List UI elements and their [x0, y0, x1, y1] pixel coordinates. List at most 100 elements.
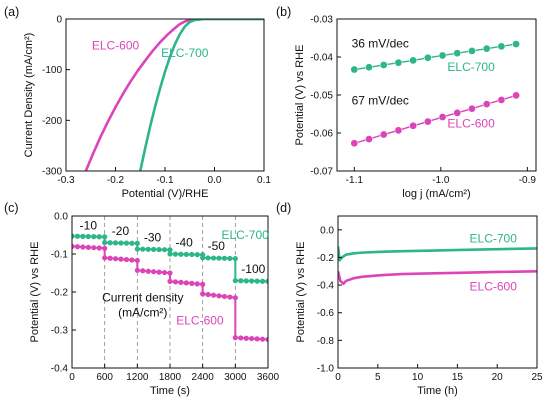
panel-c-series-elc-700-point-2-3 — [151, 246, 157, 253]
panel-b-series-elc-600-point-4 — [409, 121, 417, 130]
panel-b-series-elc-600-point-7 — [453, 109, 462, 117]
panel-c-series-elc-600-point-4-1 — [205, 291, 211, 298]
panel-c-plot-area — [72, 233, 268, 343]
panel-c-series-elc-700-point-0-6 — [102, 234, 108, 240]
panel-c-series-elc-700-point-2-5 — [161, 247, 168, 253]
panel-c-series-elc-600-point-4-0 — [200, 291, 206, 297]
panel-d-y-axis-label: Potential (V) vs RHE — [295, 242, 307, 343]
panel-c-series-elc-700-point-5-4 — [254, 278, 260, 284]
panel-c-series-elc-700-point-5-0 — [232, 278, 238, 284]
panel-b-annotation-0: 36 mV/dec — [352, 37, 409, 51]
panel-b-series-elc-700-point-1 — [365, 63, 373, 72]
panel-c-series-elc-600-point-5-1 — [238, 335, 244, 341]
panel-c-series-elc-700-point-4-3 — [216, 255, 222, 261]
panel-c-series-elc-600-point-4-4 — [221, 293, 228, 300]
panel-b-series-elc-600-point-0 — [350, 139, 359, 148]
panel-b-annotation-1: ELC-700 — [447, 60, 495, 74]
panel-c-series-elc-700-point-3-1 — [172, 251, 179, 257]
panel-d-xtick-label-0: 0 — [335, 372, 341, 383]
panel-a-annotation-1: ELC-700 — [161, 46, 209, 60]
panel-c-series-elc-600-point-5-5 — [259, 336, 266, 342]
panel-d-ytick-label-4: -0.2 — [317, 253, 335, 264]
panel-d-frame — [337, 215, 538, 369]
panel-b-series-elc-700-point-10 — [497, 42, 506, 51]
panel-c-ytick-label-1: -0.3 — [51, 326, 69, 337]
panel-b-series-elc-700-point-7 — [453, 49, 462, 58]
panel-c-series-elc-700-point-4-1 — [205, 255, 211, 261]
panel-c-series-elc-600-point-2-2 — [145, 268, 151, 274]
panel-c-annotation-4: -50 — [208, 239, 226, 253]
panel-c-series-elc-600-point-3-2 — [178, 279, 184, 285]
panel-c-series-elc-600-point-3-6 — [200, 281, 206, 287]
panel-b-ytick-label-0: -0.07 — [310, 167, 333, 178]
panel-c-series-elc-700-point-3-2 — [178, 251, 184, 257]
panel-d-series-elc-700-line — [338, 246, 537, 262]
panel-b-series-elc-700-point-2 — [379, 61, 388, 69]
panel-c-series-elc-700-point-1-5 — [129, 240, 135, 246]
panel-c-series-elc-600-point-2-4 — [156, 269, 162, 275]
panel-b-series-elc-600-point-6 — [438, 113, 447, 121]
panel-c-annotation-6: ELC-700 — [221, 228, 269, 242]
panel-a-ytick-label-2: -100 — [42, 65, 62, 76]
panel-c-series-elc-700-point-0-2 — [80, 233, 86, 239]
panel-c-series-elc-600-point-0-4 — [91, 245, 97, 251]
panel-b-series-elc-600-point-5 — [423, 117, 432, 126]
panel-d-plot-area — [338, 246, 537, 286]
panel-c-series-elc-700-point-1-2 — [112, 240, 119, 246]
panel-c-series-elc-600-point-4-3 — [216, 293, 222, 299]
panel-c-series-elc-700-point-3-5 — [194, 252, 200, 258]
panel-c-series-elc-700-point-5-2 — [243, 278, 249, 284]
panel-c-series-elc-600-point-1-2 — [112, 256, 119, 262]
panel-d-ytick-label-0: -1.0 — [317, 364, 335, 375]
panel-b-series-elc-600-point-8 — [468, 104, 476, 113]
panel-c-series-elc-600-point-3-0 — [167, 278, 173, 284]
panel-a-xtick-label-3: 0.0 — [208, 175, 222, 186]
panel-d-series-elc-600-line — [338, 269, 537, 286]
panel-b-plot-area — [350, 40, 520, 148]
panel-b-series-elc-600-point-1 — [365, 135, 373, 143]
panel-c-series-elc-600-point-5-0 — [232, 335, 238, 341]
panel-c-series-elc-600-point-5-6 — [265, 336, 268, 343]
panel-b-series-elc-700-point-6 — [438, 51, 447, 60]
panel-d-xtick-label-4: 20 — [492, 372, 504, 383]
panel-b-series-elc-700-point-8 — [468, 47, 476, 55]
panel-c-series-elc-600-point-3-4 — [189, 280, 195, 286]
panel-c-series-elc-600-point-5-4 — [254, 336, 260, 342]
panel-b-series-elc-700-point-5 — [423, 53, 432, 62]
panel-b-series-elc-700-point-0 — [350, 65, 359, 74]
panel-b-ytick-label-2: -0.05 — [310, 91, 333, 102]
panel-d-ytick-label-2: -0.6 — [317, 308, 335, 319]
panel-b-series-elc-600-point-9 — [482, 100, 491, 108]
panel-b-series-elc-700-point-3 — [394, 58, 403, 67]
panel-c-series-elc-700-point-0-1 — [74, 233, 81, 239]
panel-d-label: (d) — [276, 201, 291, 215]
panel-c-series-elc-600-point-5-3 — [249, 335, 255, 342]
panel-b-xtick-label-1: -1.0 — [432, 175, 450, 186]
panel-b-annotation-2: 67 mV/dec — [352, 94, 409, 108]
panel-b-series-elc-700-point-9 — [482, 44, 491, 53]
panel-a-xtick-label-2: -0.1 — [156, 175, 174, 186]
panel-d-ytick-label-1: -0.8 — [317, 336, 335, 347]
panel-a-xtick-label-0: -0.3 — [57, 175, 75, 186]
panel-c-series-elc-700-point-1-0 — [102, 240, 108, 246]
panel-c-series-elc-700-point-2-4 — [156, 246, 162, 253]
panel-c-series-elc-700-point-1-4 — [123, 240, 130, 246]
panel-b-x-axis-label: log j (mA/cm²) — [402, 188, 470, 200]
panel-c-series-elc-600-point-1-6 — [134, 257, 140, 264]
panel-b-xtick-label-2: -0.9 — [519, 175, 537, 186]
panel-b-ytick-label-1: -0.06 — [310, 129, 333, 140]
panel-a-x-axis-label: Potential (V)/RHE — [122, 188, 209, 200]
panel-c-series-elc-700-point-5-6 — [265, 278, 268, 284]
panel-b-series-elc-600-point-10 — [497, 96, 506, 104]
panel-c-annotation-0: -10 — [80, 218, 98, 232]
panel-d-xtick-label-5: 25 — [531, 372, 543, 383]
panel-c-series-elc-600-point-2-6 — [167, 270, 173, 276]
panel-b-y-axis-label: Potential (V) vs RHE — [294, 45, 306, 146]
panel-d-xtick-label-2: 10 — [412, 372, 424, 383]
panel-a: -0.3 -0.2 -0.1 0.0 0.1 -300 -200 -100 0 Potential… — [23, 15, 271, 201]
panel-a-ytick-label-0: -300 — [42, 167, 62, 178]
panel-c-annotation-3: -40 — [175, 235, 193, 249]
panel-c-series-elc-700-point-2-6 — [167, 247, 173, 253]
panel-c-series-elc-700-point-0-5 — [96, 234, 102, 240]
panel-c-series-elc-700-point-1-6 — [134, 240, 140, 246]
